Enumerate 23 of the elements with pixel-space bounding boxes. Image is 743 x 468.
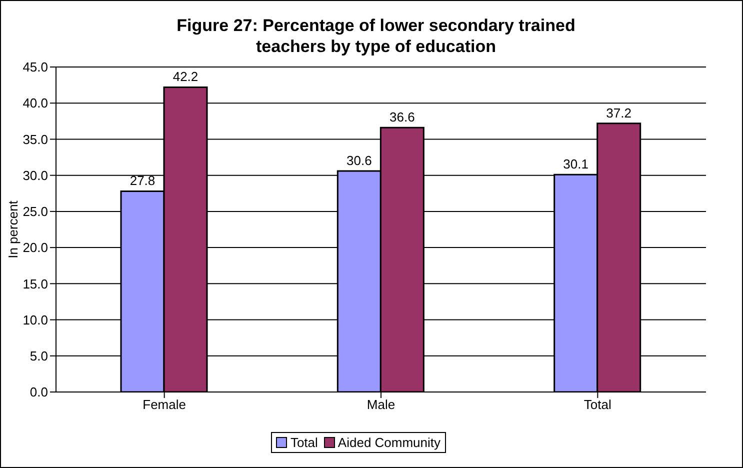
y-tick-label: 45.0	[22, 60, 48, 75]
x-tick-label: Male	[366, 397, 396, 412]
y-tick-label: 15.0	[22, 276, 48, 292]
x-tick-label: Total	[584, 397, 612, 412]
y-tick-label: 35.0	[22, 132, 48, 147]
y-tick-label: 20.0	[22, 240, 48, 256]
y-axis-title: In percent	[6, 200, 21, 258]
y-tick-label: 30.0	[22, 168, 48, 183]
y-tick-label: 5.0	[30, 348, 48, 364]
data-label: 30.6	[346, 153, 372, 168]
legend-label: Aided Community	[338, 435, 441, 450]
y-tick-label: 0.0	[30, 384, 48, 400]
data-label: 37.2	[606, 105, 632, 120]
data-label: 30.1	[563, 156, 588, 172]
x-tick-label: Female	[142, 397, 186, 412]
chart-title: Figure 27: Percentage of lower secondary trained teachers by type of education	[176, 15, 576, 57]
legend-label: Total	[290, 435, 318, 450]
y-tick-label: 10.0	[22, 312, 48, 328]
data-label: 36.6	[390, 110, 415, 125]
data-label: 42.2	[172, 69, 198, 84]
y-tick-label: 25.0	[22, 204, 48, 220]
y-tick-label: 40.0	[22, 96, 48, 111]
data-label: 27.8	[130, 173, 156, 188]
